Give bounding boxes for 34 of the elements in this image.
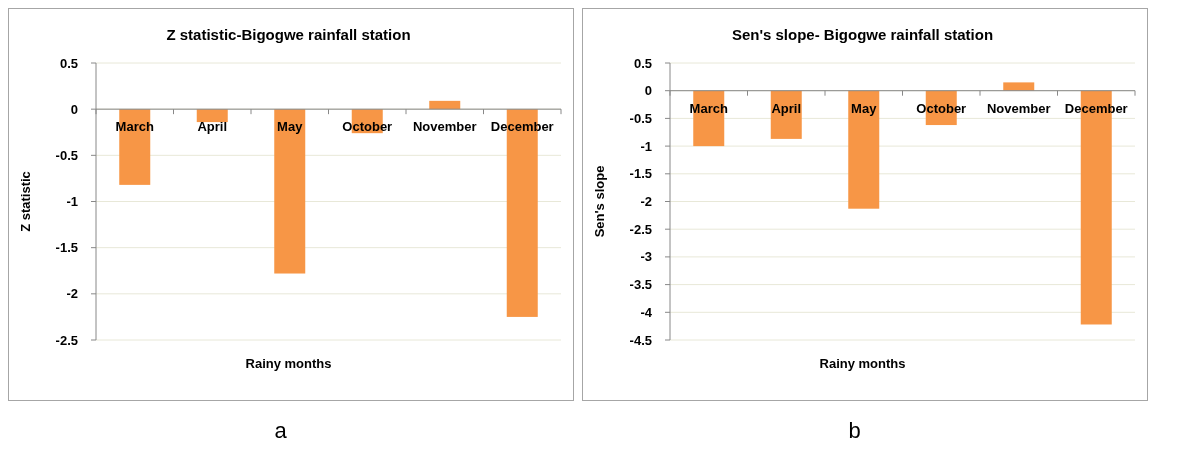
y-tick-label: -1 [640,138,652,154]
y-tick-label: -1.5 [629,166,652,182]
y-tick-label: 0 [70,101,78,117]
y-tick-label: -3 [640,249,652,265]
y-tick-label: -2.5 [55,332,78,348]
y-tick-label: 0.5 [633,55,652,71]
y-tick-label: 0 [644,83,652,99]
chart-title: Sen's slope- Bigogwe rainfall station [731,26,994,43]
x-tick-label: May [851,100,878,116]
y-tick-label: -0.5 [55,147,78,163]
chart-title: Z statistic-Bigogwe rainfall station [166,26,411,43]
y-axis-title: Sen's slope [592,165,607,238]
y-axis-title: Z statistic [18,171,33,232]
y-tick-label: -1.5 [55,240,78,256]
x-tick-label: December [1064,100,1128,116]
x-tick-label: May [277,119,304,135]
x-tick-label: November [986,100,1051,116]
y-tick-label: -4 [640,304,653,320]
y-tick-label: -0.5 [629,110,652,126]
y-tick-label: -1 [66,194,78,210]
y-tick-label: -4.5 [629,332,652,348]
x-axis-title: Rainy months [819,356,906,371]
x-tick-label: November [412,119,477,135]
text: b [848,418,861,443]
y-tick-label: -2 [66,286,78,302]
y-tick-label: -2.5 [629,221,652,237]
x-tick-label: April [197,119,228,135]
y-tick-label: -2 [640,194,652,210]
x-tick-label: April [771,100,802,116]
y-tick-label: -3.5 [629,277,652,293]
y-tick-label: 0.5 [59,55,78,71]
text: a [274,418,288,443]
x-axis-title: Rainy months [245,356,332,371]
x-tick-label: December [490,119,554,135]
